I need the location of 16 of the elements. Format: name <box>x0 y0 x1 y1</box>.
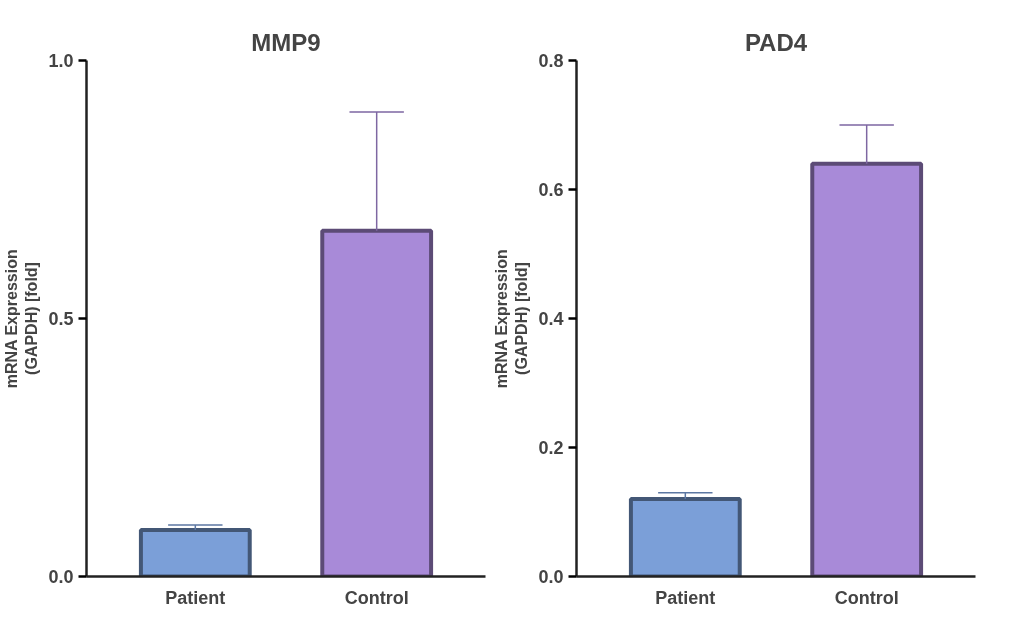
y-tick-label: 0.8 <box>538 51 564 71</box>
y-axis-title: mRNA Expression (GAPDH) [fold] <box>493 249 531 389</box>
x-tick-label: Control <box>834 587 899 608</box>
x-tick-label: Patient <box>655 587 716 608</box>
y-tick-label: 1.0 <box>48 51 74 71</box>
chart-title: MMP9 <box>251 28 321 56</box>
y-tick-label: 0.5 <box>48 309 74 329</box>
y-tick-label: 0.0 <box>538 567 564 587</box>
y-axis-title: mRNA Expression (GAPDH) [fold] <box>3 249 41 389</box>
x-tick-label: Control <box>344 587 409 608</box>
y-tick-label: 0.0 <box>48 567 74 587</box>
y-tick-label: 0.6 <box>538 180 564 200</box>
y-tick-label: 0.2 <box>538 438 564 458</box>
chart-title: PAD4 <box>744 28 808 56</box>
y-tick-label: 0.4 <box>538 309 564 329</box>
x-tick-label: Patient <box>165 587 226 608</box>
